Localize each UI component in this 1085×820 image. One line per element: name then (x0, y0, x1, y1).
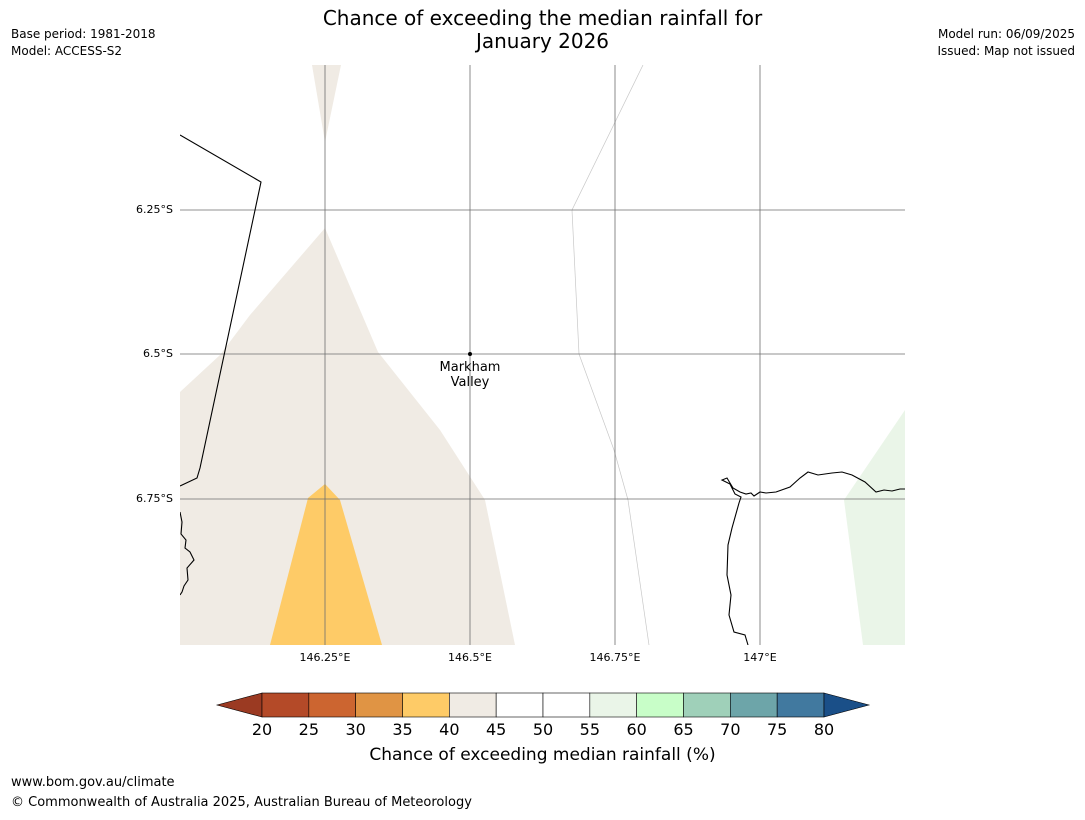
colorbar-tick-label: 70 (720, 720, 741, 739)
lat-tick-label: 6.75°S (136, 492, 173, 505)
rain-band-35-40-region (270, 484, 382, 645)
rain-band-40-45-region (180, 228, 515, 645)
colorbar-tick-label: 20 (251, 720, 273, 739)
colorbar-tick-label: 55 (579, 720, 600, 739)
lon-tick-label: 146.25°E (299, 651, 351, 664)
colorbar-tick-label: 75 (766, 720, 788, 739)
metadata-right: Model run: 06/09/2025 Issued: Map not is… (937, 26, 1075, 60)
lon-tick-label: 146.75°E (589, 651, 641, 664)
model-run-text: Model run: 06/09/2025 (937, 27, 1075, 41)
colorbar-tick-label: 80 (813, 720, 835, 739)
metadata-left: Base period: 1981-2018 Model: ACCESS-S2 (11, 26, 156, 60)
footer-url[interactable]: www.bom.gov.au/climate (11, 775, 175, 790)
colorbar-label: Chance of exceeding median rainfall (%) (369, 745, 716, 765)
colorbar-tick-label: 40 (439, 720, 460, 739)
map-title: Chance of exceeding the median rainfall … (0, 7, 1085, 53)
colorbar-tick-label: 25 (298, 720, 319, 739)
footer-copyright: © Commonwealth of Australia 2025, Austra… (11, 795, 472, 810)
colorbar-tick-label: 35 (392, 720, 413, 739)
rain-band-40-45-top-region (312, 65, 341, 142)
coastline-west (180, 511, 195, 596)
map-title-line2: January 2026 (475, 29, 610, 53)
colorbar-tick-label: 65 (673, 720, 694, 739)
lon-tick-label: 147°E (743, 651, 777, 664)
colorbar-ticks: 20 25 30 35 40 45 50 55 60 65 70 75 80 (0, 720, 1085, 740)
issued-text: Issued: Map not issued (937, 44, 1075, 58)
place-label-line2: Valley (450, 375, 490, 390)
colorbar-tick-label: 60 (626, 720, 647, 739)
border-line (180, 134, 262, 487)
lon-tick-label: 146.5°E (448, 651, 492, 664)
contour-line (571, 65, 650, 645)
colorbar-tick-label: 30 (345, 720, 366, 739)
model-text: Model: ACCESS-S2 (11, 44, 123, 58)
map-title-line1: Chance of exceeding the median rainfall … (322, 6, 763, 30)
coastline-east (720, 471, 905, 645)
rain-band-55-60-region (844, 410, 905, 645)
colorbar-tick-label: 50 (532, 720, 554, 739)
colorbar-tick-label: 45 (485, 720, 507, 739)
lat-tick-label: 6.5°S (143, 347, 173, 360)
lat-tick-label: 6.25°S (136, 203, 173, 216)
place-label-line1: Markham (439, 360, 501, 375)
base-period-text: Base period: 1981-2018 (11, 27, 156, 41)
place-label-markham-valley: Markham Valley (420, 360, 520, 390)
markham-valley-marker (468, 352, 472, 356)
